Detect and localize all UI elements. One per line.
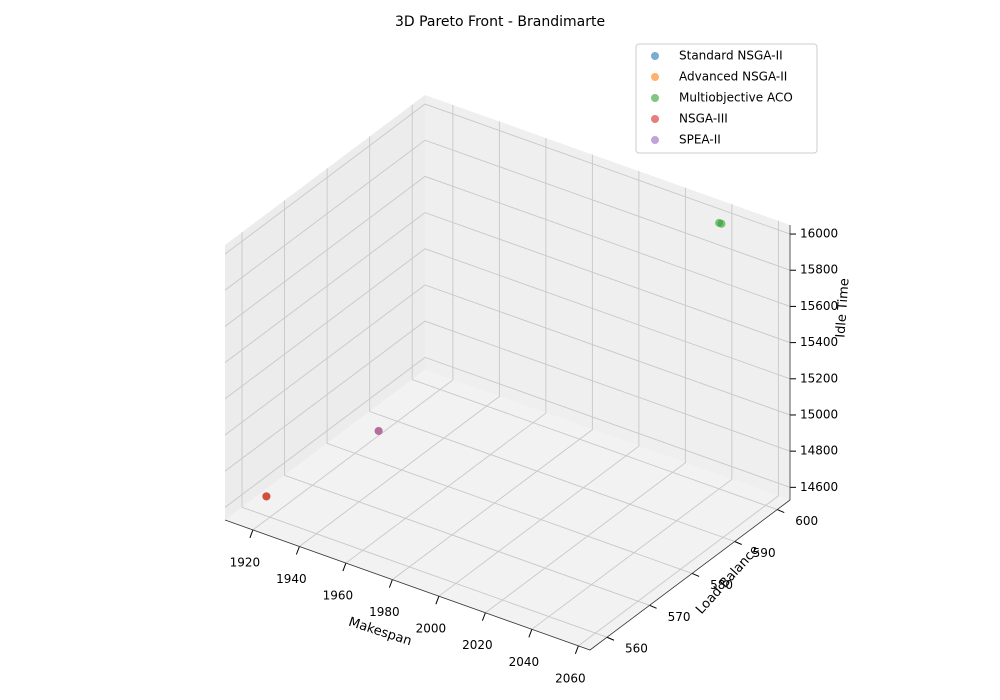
grid-line (411, 104, 778, 510)
legend-frame (635, 43, 818, 154)
x-tick-label: 2060 (555, 671, 586, 685)
z-tick-label: 15000 (800, 407, 838, 421)
x-tick (295, 546, 300, 555)
z-tick-label: 15600 (800, 299, 838, 313)
grid-line (224, 248, 791, 400)
z-axis-label: Idle Time (833, 278, 852, 339)
z-tick-label: 15200 (800, 371, 838, 385)
y-tick-label: 600 (795, 514, 818, 528)
point (374, 426, 383, 435)
z-tick-label: 15400 (800, 335, 838, 349)
legend-label: Advanced NSGA-II (679, 70, 787, 84)
legend-label: Standard NSGA-II (679, 49, 783, 63)
grid-line (345, 138, 547, 564)
grid-line (438, 171, 640, 597)
grid-line (241, 232, 608, 638)
z-tick-label: 15800 (800, 263, 838, 277)
y-tick (649, 604, 657, 609)
grid-line (224, 284, 791, 436)
grid-line (224, 175, 791, 327)
y-tick (734, 541, 742, 545)
legend-label: Multiobjective ACO (679, 91, 793, 105)
x-tick-label: 1920 (230, 555, 261, 569)
legend-marker (651, 52, 659, 60)
y-tick (691, 572, 700, 577)
z-tick-label: 14800 (800, 444, 838, 458)
grid-line (224, 139, 791, 291)
x-tick-label: 2040 (509, 655, 540, 669)
x-tick (481, 612, 486, 621)
x-tick-label: 1960 (323, 589, 354, 603)
pane-back (425, 95, 790, 500)
pane-bottom (225, 370, 790, 650)
z-tick-label: 16000 (800, 227, 838, 241)
x-axis-label: Makespan (347, 615, 414, 650)
plot: 1920 1940 1960 1980 2000 2020 2040 2060 560 570 58… (224, 218, 838, 685)
x-tick (528, 629, 533, 638)
x-tick-label: 2000 (416, 622, 447, 636)
z-tick-label: 14600 (800, 480, 838, 494)
y-tick-label: 570 (668, 610, 691, 624)
panes (224, 95, 791, 650)
legend-label: NSGA-III (679, 112, 728, 126)
pane-left (225, 95, 425, 520)
point (717, 219, 726, 228)
legend-marker (651, 115, 659, 123)
grid-line (326, 168, 693, 574)
legend: Standard NSGA-II Advanced NSGA-II Multiobj… (635, 43, 818, 154)
y-tick-label: 560 (625, 642, 648, 656)
grid-line (224, 320, 791, 472)
y-tick-label: 590 (753, 546, 776, 560)
grid-line (252, 104, 454, 531)
legend-marker (651, 136, 659, 144)
x-tick (574, 645, 579, 655)
chart-title: 3D Pareto Front - Brandimarte (395, 14, 605, 30)
x-tick (435, 596, 440, 605)
grid-line (284, 200, 650, 606)
y-tick (777, 509, 785, 514)
grid-line (485, 187, 686, 614)
legend-marker (651, 73, 659, 81)
axis-line (224, 225, 791, 651)
grid-line (224, 212, 791, 363)
x-tick-label: 2020 (462, 638, 493, 652)
x-tick-label: 1980 (369, 605, 400, 619)
x-tick-label: 1940 (276, 572, 307, 586)
grid-line (531, 204, 733, 630)
legend-marker (651, 94, 659, 102)
x-tick (342, 562, 347, 572)
y-tick-label: 580 (710, 578, 733, 592)
point (262, 492, 271, 501)
grid-line (299, 121, 500, 547)
x-tick (388, 579, 393, 588)
grid-line (369, 136, 735, 542)
y-tick (606, 636, 615, 641)
grid-line (224, 356, 791, 508)
x-tick (249, 529, 254, 539)
grid-line (392, 154, 593, 580)
grid-line (224, 103, 791, 255)
grid-line (578, 220, 779, 647)
legend-label: SPEA-II (679, 133, 721, 147)
